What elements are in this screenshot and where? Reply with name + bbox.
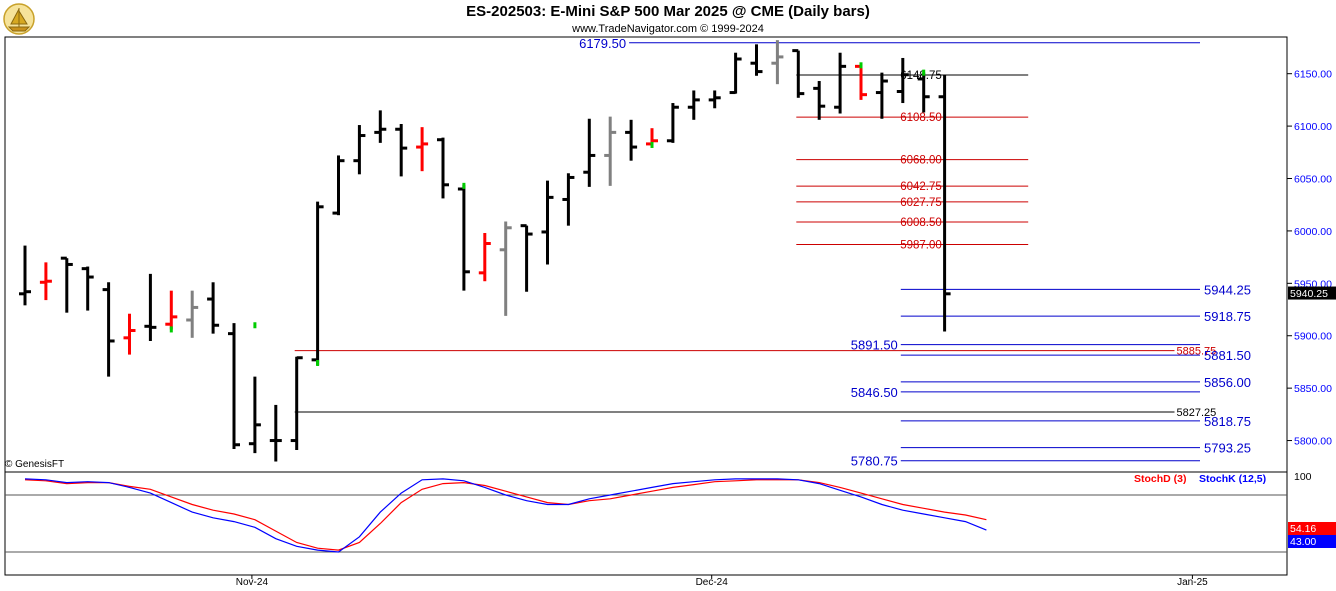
stoch-panel-frame xyxy=(4,471,1288,576)
level-label: 5987.00 xyxy=(900,240,942,252)
stochk-last-value: 43.00 xyxy=(1290,536,1316,548)
stochd-line xyxy=(24,479,987,551)
y-tick-label: 6150.00 xyxy=(1294,69,1332,81)
green-marker xyxy=(462,182,466,189)
grid-layer xyxy=(4,36,1288,576)
y-tick-label: 6100.00 xyxy=(1294,121,1332,133)
y-tick-label: 5900.00 xyxy=(1294,331,1332,343)
level-label: 5891.50 xyxy=(851,338,898,353)
green-marker xyxy=(859,62,863,69)
chart-subtitle: www.TradeNavigator.com © 1999-2024 xyxy=(572,23,764,35)
level-label: 6068.00 xyxy=(900,155,942,167)
level-label: 5827.25 xyxy=(1177,407,1217,419)
axis-layer: 5800.005850.005900.005950.006000.006050.… xyxy=(236,69,1336,588)
level-label: 6027.75 xyxy=(900,197,942,209)
y-tick-label: 5850.00 xyxy=(1294,383,1332,395)
y-tick-label: 5800.00 xyxy=(1294,436,1332,448)
x-tick-label: Jan-25 xyxy=(1177,577,1208,588)
level-label: 5918.75 xyxy=(1204,309,1251,324)
level-label: 5793.25 xyxy=(1204,441,1251,456)
x-tick-label: Dec-24 xyxy=(696,577,729,588)
level-label: 5944.25 xyxy=(1204,282,1251,297)
stochk-legend: StochK (12,5) xyxy=(1199,473,1266,485)
stochd-last-value: 54.16 xyxy=(1290,523,1316,535)
green-marker xyxy=(169,326,173,333)
level-label: 5881.50 xyxy=(1204,348,1251,363)
last-price-label: 5940.25 xyxy=(1290,288,1328,300)
level-label: 5856.00 xyxy=(1204,375,1251,390)
level-label: 6108.50 xyxy=(900,112,942,124)
green-marker xyxy=(922,69,926,76)
green-marker xyxy=(253,322,257,329)
stochd-last-box xyxy=(1288,522,1336,535)
level-label: 6042.75 xyxy=(900,181,942,193)
stochd-legend: StochD (3) xyxy=(1134,473,1187,485)
last-price-box xyxy=(1288,286,1336,300)
sailboat-logo-icon xyxy=(3,3,35,40)
x-tick-label: Nov-24 xyxy=(236,577,269,588)
chart-title: ES-202503: E-Mini S&P 500 Mar 2025 @ CME… xyxy=(466,3,870,20)
green-marker xyxy=(650,141,654,148)
stoch-axis-label: 100 xyxy=(1294,471,1312,483)
level-label: 6179.50 xyxy=(579,36,626,51)
level-label: 6148.75 xyxy=(900,70,942,82)
y-tick-label: 6000.00 xyxy=(1294,226,1332,238)
stochk-last-box xyxy=(1288,535,1336,548)
copyright-text: © GenesisFT xyxy=(5,459,64,470)
level-label: 5818.75 xyxy=(1204,414,1251,429)
level-label: 5846.50 xyxy=(851,385,898,400)
y-tick-label: 6050.00 xyxy=(1294,174,1332,186)
green-marker xyxy=(316,359,320,366)
stochk-line xyxy=(24,478,987,553)
bar-layer xyxy=(19,40,951,462)
level-layer: 6179.50 6148.75 6108.50 6068.00 6042.75 6027.… xyxy=(294,36,1251,469)
level-label: 5780.75 xyxy=(851,454,898,469)
level-label: 6008.50 xyxy=(900,217,942,229)
